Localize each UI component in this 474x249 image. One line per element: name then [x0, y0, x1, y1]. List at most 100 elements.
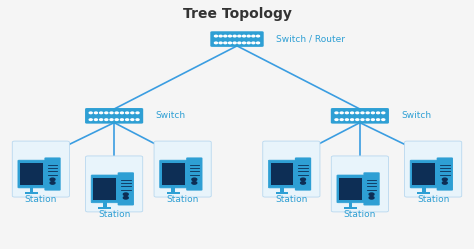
Circle shape	[243, 35, 246, 37]
Circle shape	[228, 35, 231, 37]
Circle shape	[50, 182, 55, 184]
Circle shape	[192, 182, 197, 184]
Text: Station: Station	[344, 210, 376, 219]
Circle shape	[131, 119, 134, 121]
Circle shape	[94, 119, 98, 121]
Circle shape	[366, 112, 369, 114]
Bar	[103, 202, 107, 207]
Circle shape	[335, 112, 338, 114]
Circle shape	[123, 196, 128, 199]
FancyBboxPatch shape	[437, 157, 453, 191]
FancyBboxPatch shape	[268, 160, 295, 188]
Text: Tree Topology: Tree Topology	[182, 7, 292, 21]
Circle shape	[120, 112, 123, 114]
Bar	[418, 192, 430, 194]
Circle shape	[126, 112, 128, 114]
Circle shape	[340, 112, 343, 114]
Circle shape	[301, 182, 305, 184]
Circle shape	[369, 193, 374, 195]
FancyBboxPatch shape	[331, 108, 389, 124]
Circle shape	[356, 119, 359, 121]
Circle shape	[214, 42, 218, 44]
Bar	[271, 163, 293, 185]
Circle shape	[123, 193, 128, 195]
Circle shape	[369, 196, 374, 199]
Circle shape	[256, 42, 260, 44]
Circle shape	[238, 42, 241, 44]
Circle shape	[256, 35, 260, 37]
Circle shape	[376, 119, 380, 121]
Circle shape	[100, 119, 103, 121]
Bar	[93, 178, 116, 200]
Circle shape	[126, 119, 128, 121]
Circle shape	[224, 35, 227, 37]
FancyBboxPatch shape	[12, 141, 70, 197]
FancyBboxPatch shape	[118, 172, 134, 205]
Bar	[344, 207, 357, 209]
Circle shape	[382, 112, 385, 114]
Bar	[422, 187, 426, 192]
Circle shape	[192, 178, 197, 181]
FancyBboxPatch shape	[364, 172, 380, 205]
Bar	[171, 187, 175, 192]
Circle shape	[100, 112, 103, 114]
FancyBboxPatch shape	[210, 31, 264, 47]
Bar	[280, 187, 284, 192]
Circle shape	[89, 112, 92, 114]
Text: Station: Station	[98, 210, 130, 219]
Circle shape	[50, 178, 55, 181]
Text: Switch: Switch	[401, 111, 431, 120]
Circle shape	[382, 119, 385, 121]
FancyBboxPatch shape	[45, 157, 61, 191]
FancyBboxPatch shape	[331, 156, 389, 212]
Circle shape	[120, 119, 123, 121]
Circle shape	[243, 42, 246, 44]
Bar	[167, 192, 180, 194]
Circle shape	[371, 112, 374, 114]
Circle shape	[131, 112, 134, 114]
Bar	[162, 163, 184, 185]
Circle shape	[340, 119, 343, 121]
Circle shape	[371, 119, 374, 121]
FancyBboxPatch shape	[160, 160, 187, 188]
FancyBboxPatch shape	[404, 141, 462, 197]
Circle shape	[94, 112, 98, 114]
Circle shape	[247, 35, 250, 37]
Circle shape	[252, 35, 255, 37]
Bar	[339, 178, 362, 200]
Circle shape	[301, 178, 305, 181]
Circle shape	[224, 42, 227, 44]
Circle shape	[247, 42, 250, 44]
Bar	[20, 163, 43, 185]
Circle shape	[366, 119, 369, 121]
Circle shape	[115, 119, 118, 121]
Circle shape	[214, 35, 218, 37]
FancyBboxPatch shape	[85, 156, 143, 212]
Text: Station: Station	[275, 195, 308, 204]
Circle shape	[219, 35, 222, 37]
FancyBboxPatch shape	[186, 157, 202, 191]
Circle shape	[335, 119, 338, 121]
Circle shape	[351, 112, 354, 114]
FancyBboxPatch shape	[18, 160, 45, 188]
Circle shape	[361, 119, 364, 121]
Circle shape	[233, 42, 236, 44]
Circle shape	[136, 119, 139, 121]
Text: Switch / Router: Switch / Router	[276, 35, 345, 44]
Circle shape	[89, 119, 92, 121]
Bar	[25, 192, 38, 194]
Circle shape	[442, 178, 447, 181]
Bar	[99, 207, 111, 209]
Circle shape	[351, 119, 354, 121]
Text: Station: Station	[166, 195, 199, 204]
Bar	[412, 163, 435, 185]
Circle shape	[136, 112, 139, 114]
Bar	[348, 202, 352, 207]
Circle shape	[228, 42, 231, 44]
Circle shape	[233, 35, 236, 37]
FancyBboxPatch shape	[410, 160, 437, 188]
FancyBboxPatch shape	[85, 108, 143, 124]
Circle shape	[346, 119, 348, 121]
Circle shape	[252, 42, 255, 44]
FancyBboxPatch shape	[337, 175, 364, 203]
